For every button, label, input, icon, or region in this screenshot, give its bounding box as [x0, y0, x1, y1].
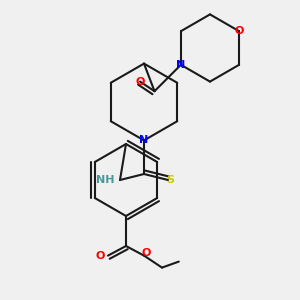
Text: O: O	[142, 248, 151, 258]
Text: S: S	[167, 175, 174, 185]
Text: O: O	[95, 250, 104, 261]
Text: O: O	[234, 26, 244, 36]
Text: N: N	[176, 60, 185, 70]
Text: NH: NH	[95, 175, 114, 185]
Text: O: O	[135, 76, 145, 87]
Text: N: N	[140, 135, 148, 146]
